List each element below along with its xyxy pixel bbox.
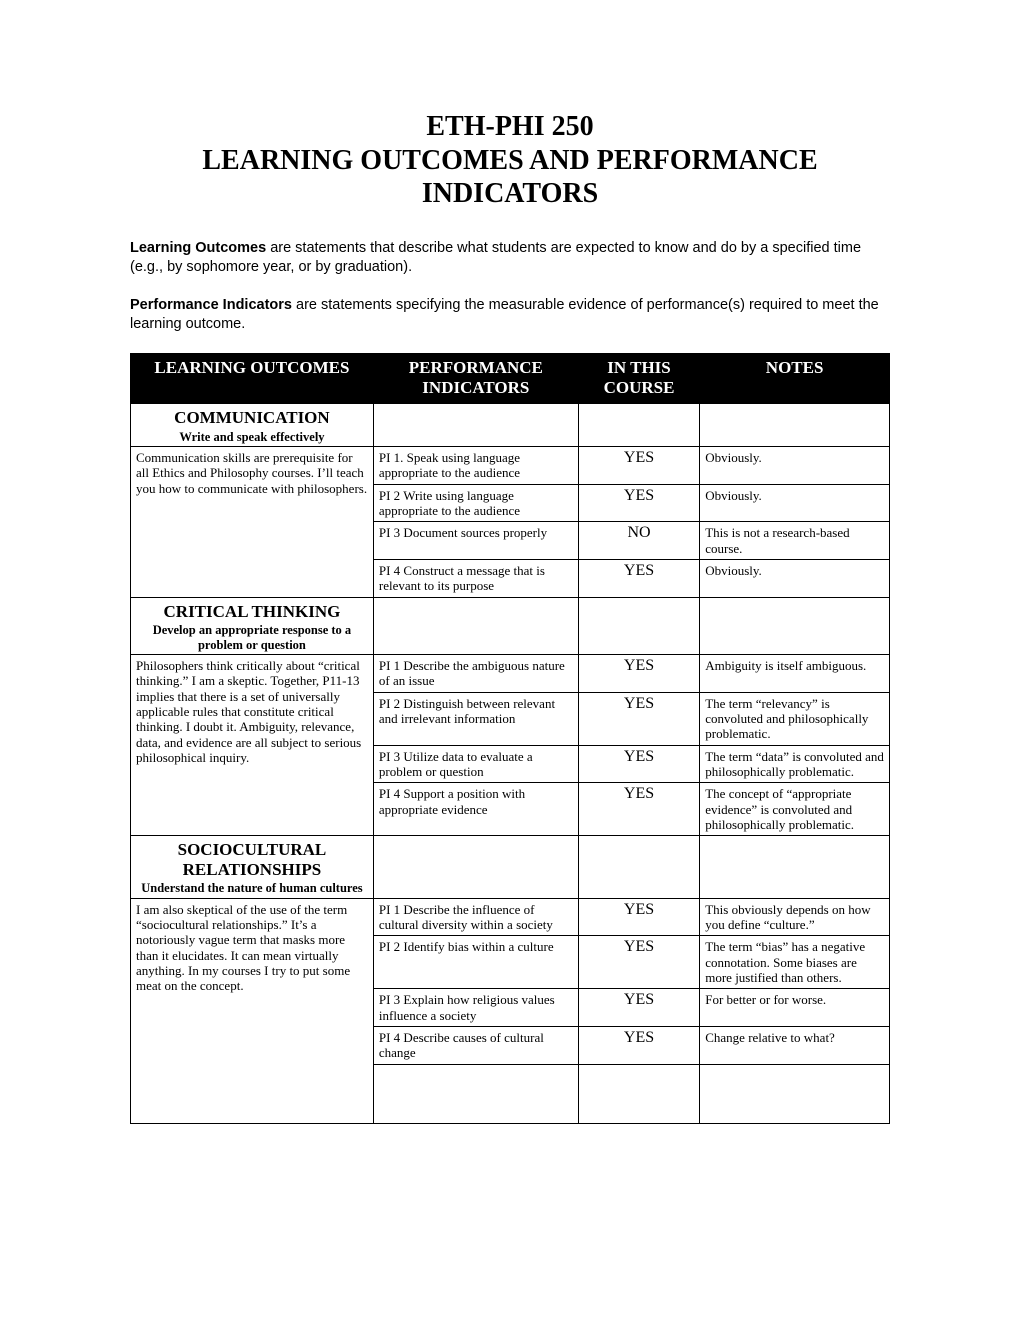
- performance-indicator: PI 1. Speak using language appropriate t…: [373, 447, 578, 485]
- performance-indicator: PI 4 Construct a message that is relevan…: [373, 560, 578, 598]
- section-subtitle-text: Understand the nature of human cultures: [135, 881, 369, 895]
- intro-1-bold: Learning Outcomes: [130, 240, 266, 256]
- outcome-description: Communication skills are prerequisite fo…: [131, 447, 374, 598]
- note: For better or for worse.: [700, 989, 890, 1027]
- in-this-course: YES: [578, 898, 699, 936]
- note: Obviously.: [700, 447, 890, 485]
- section-title-text: COMMUNICATION: [135, 408, 369, 428]
- performance-indicator: PI 2 Write using language appropriate to…: [373, 484, 578, 522]
- col-header-learning-outcomes: LEARNING OUTCOMES: [131, 354, 374, 404]
- intro-paragraph-1: Learning Outcomes are statements that de…: [130, 239, 890, 278]
- in-this-course: YES: [578, 745, 699, 783]
- section-title-text: SOCIOCULTURAL RELATIONSHIPS: [135, 840, 369, 879]
- note: Change relative to what?: [700, 1027, 890, 1065]
- col-header-performance-indicators: PERFORMANCE INDICATORS: [373, 354, 578, 404]
- performance-indicator: PI 3 Document sources properly: [373, 522, 578, 560]
- outcome-description: Philosophers think critically about “cri…: [131, 654, 374, 835]
- in-this-course: YES: [578, 654, 699, 692]
- section-header-empty: [578, 597, 699, 654]
- title-line-1: ETH-PHI 250: [130, 110, 890, 144]
- note: The term “relevancy” is convoluted and p…: [700, 692, 890, 745]
- section-title: CRITICAL THINKINGDevelop an appropriate …: [131, 597, 374, 654]
- in-this-course: YES: [578, 783, 699, 836]
- section-title: SOCIOCULTURAL RELATIONSHIPS Understand th…: [131, 836, 374, 898]
- section-header-empty: [373, 836, 578, 898]
- performance-indicator: PI 4 Describe causes of cultural change: [373, 1027, 578, 1065]
- performance-indicator: PI 4 Support a position with appropriate…: [373, 783, 578, 836]
- note: This is not a research-based course.: [700, 522, 890, 560]
- in-this-course: YES: [578, 447, 699, 485]
- section-header-empty: [700, 597, 890, 654]
- in-this-course: YES: [578, 560, 699, 598]
- section-subtitle-text: Develop an appropriate response to a pro…: [135, 623, 369, 652]
- title-line-2: LEARNING OUTCOMES AND PERFORMANCE INDICA…: [130, 144, 890, 211]
- section-title-text: CRITICAL THINKING: [135, 602, 369, 622]
- note: The term “data” is convoluted and philos…: [700, 745, 890, 783]
- col-header-in-this-course: IN THIS COURSE: [578, 354, 699, 404]
- performance-indicator: PI 2 Distinguish between relevant and ir…: [373, 692, 578, 745]
- section-header-empty: [700, 404, 890, 447]
- outcome-description: I am also skeptical of the use of the te…: [131, 898, 374, 1123]
- col-header-notes: NOTES: [700, 354, 890, 404]
- performance-indicator: PI 2 Identify bias within a culture: [373, 936, 578, 989]
- in-this-course: YES: [578, 692, 699, 745]
- in-this-course: YES: [578, 989, 699, 1027]
- performance-indicator: PI 3 Explain how religious values influe…: [373, 989, 578, 1027]
- section-header-empty: [578, 836, 699, 898]
- in-this-course: YES: [578, 484, 699, 522]
- note: Obviously.: [700, 484, 890, 522]
- section-header-empty: [373, 597, 578, 654]
- section-title: COMMUNICATION Write and speak effectively: [131, 404, 374, 447]
- section-header-empty: [700, 836, 890, 898]
- section-subtitle-text: Write and speak effectively: [135, 430, 369, 444]
- performance-indicator: PI 1 Describe the ambiguous nature of an…: [373, 654, 578, 692]
- table-body: COMMUNICATION Write and speak effectively…: [131, 404, 890, 1124]
- note: The concept of “appropriate evidence” is…: [700, 783, 890, 836]
- intro-paragraph-2: Performance Indicators are statements sp…: [130, 296, 890, 335]
- note: Obviously.: [700, 560, 890, 598]
- outcomes-table: LEARNING OUTCOMES PERFORMANCE INDICATORS…: [130, 353, 890, 1124]
- in-this-course: NO: [578, 522, 699, 560]
- intro-2-bold: Performance Indicators: [130, 297, 292, 313]
- note: The term “bias” has a negative connotati…: [700, 936, 890, 989]
- trailing-empty: [700, 1064, 890, 1123]
- table-header: LEARNING OUTCOMES PERFORMANCE INDICATORS…: [131, 354, 890, 404]
- in-this-course: YES: [578, 1027, 699, 1065]
- section-header-empty: [373, 404, 578, 447]
- title-block: ETH-PHI 250 LEARNING OUTCOMES AND PERFOR…: [130, 110, 890, 211]
- section-header-empty: [578, 404, 699, 447]
- trailing-empty: [578, 1064, 699, 1123]
- in-this-course: YES: [578, 936, 699, 989]
- trailing-empty: [373, 1064, 578, 1123]
- note: This obviously depends on how you define…: [700, 898, 890, 936]
- document-page: ETH-PHI 250 LEARNING OUTCOMES AND PERFOR…: [0, 0, 1020, 1320]
- performance-indicator: PI 1 Describe the influence of cultural …: [373, 898, 578, 936]
- note: Ambiguity is itself ambiguous.: [700, 654, 890, 692]
- performance-indicator: PI 3 Utilize data to evaluate a problem …: [373, 745, 578, 783]
